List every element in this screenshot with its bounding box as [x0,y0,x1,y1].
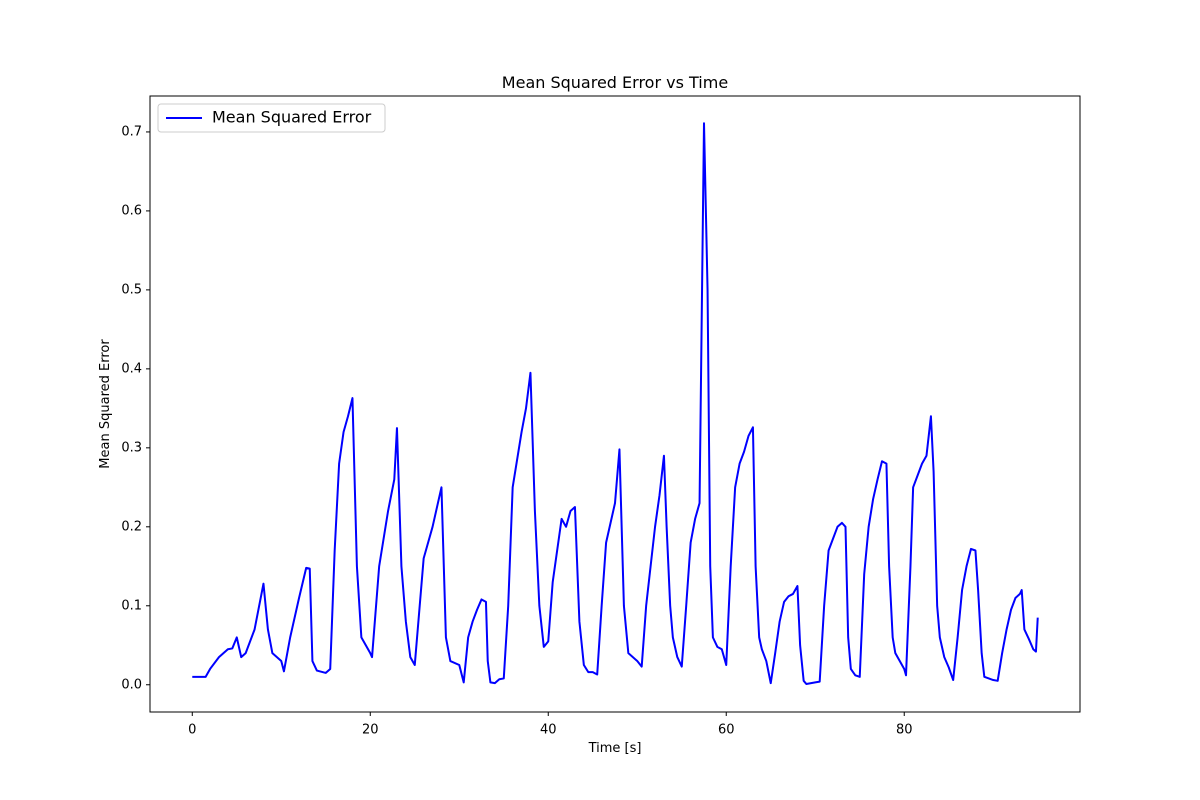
x-tick-label: 40 [540,723,557,738]
y-tick-label: 0.4 [121,361,142,376]
y-tick-label: 0.6 [121,203,142,218]
line-series [192,122,1039,685]
y-tick-label: 0.3 [121,440,142,455]
x-tick-label: 80 [896,723,913,738]
y-tick-label: 0.2 [121,519,142,534]
x-tick-label: 0 [188,723,196,738]
legend-label: Mean Squared Error [212,108,372,127]
chart-title: Mean Squared Error vs Time [502,73,728,92]
legend-box [157,103,386,133]
x-tick-label: 20 [362,723,379,738]
y-axis-label: Mean Squared Error [98,339,113,469]
x-axis-label: Time [s] [588,741,642,756]
plot-frame [149,95,1081,713]
y-tick-label: 0.5 [121,282,142,297]
x-tick-label: 60 [718,723,735,738]
y-tick-label: 0.1 [121,598,142,613]
y-tick-label: 0.7 [121,124,142,139]
y-tick-label: 0.0 [121,677,142,692]
